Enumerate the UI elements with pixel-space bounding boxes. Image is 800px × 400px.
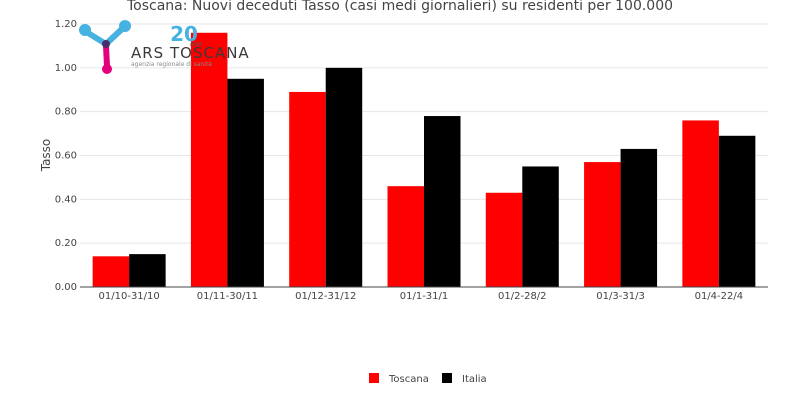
- x-tick-label: 01/2-28/2: [498, 291, 547, 302]
- logo-subtitle: agenzia regionale di sanità: [131, 61, 212, 68]
- y-tick-label: 0.00: [55, 282, 77, 293]
- y-tick-label: 0.80: [55, 107, 77, 118]
- legend: Toscana Italia: [369, 373, 487, 385]
- legend-label-italia: Italia: [462, 374, 487, 385]
- x-tick-label: 01/11-30/11: [197, 291, 258, 302]
- legend-label-toscana: Toscana: [388, 374, 429, 385]
- logo-mark-icon: [79, 20, 131, 74]
- ars-toscana-logo: 20 ANNI ARS TOSCANA agenzia regionale di…: [79, 20, 250, 74]
- bar-italia-6: [718, 135, 756, 287]
- legend-swatch-italia: [442, 373, 452, 383]
- x-tick-label: 01/3-31/3: [596, 291, 645, 302]
- bars-group: [92, 32, 756, 288]
- bar-toscana-6: [682, 120, 719, 287]
- bar-toscana-2: [289, 91, 326, 287]
- bar-italia-4: [522, 166, 559, 287]
- bar-toscana-3: [387, 186, 424, 287]
- x-tick-label: 01/12-31/12: [295, 291, 356, 302]
- y-tick-label: 1.00: [55, 63, 77, 74]
- bar-italia-5: [620, 148, 658, 287]
- logo-brand: ARS TOSCANA: [131, 44, 250, 62]
- y-axis-label: Tasso: [39, 139, 53, 173]
- logo-anni: ANNI: [190, 42, 202, 48]
- bar-toscana-5: [584, 162, 621, 287]
- bar-toscana-1: [190, 32, 228, 288]
- bar-italia-0: [129, 254, 166, 287]
- logo-number: 20: [170, 22, 198, 46]
- bar-italia-3: [424, 116, 461, 287]
- y-tick-label: 0.20: [55, 238, 77, 249]
- x-tick-label: 01/1-31/1: [400, 291, 449, 302]
- chart-title: Toscana: Nuovi deceduti Tasso (casi medi…: [126, 0, 673, 14]
- bar-italia-1: [227, 78, 264, 288]
- bar-toscana-0: [92, 256, 130, 287]
- x-axis-ticks: 01/10-31/10 01/11-30/11 01/12-31/12 01/1-31…: [99, 291, 744, 302]
- y-tick-label: 1.20: [55, 19, 77, 30]
- y-tick-label: 0.60: [55, 151, 77, 162]
- y-tick-label: 0.40: [55, 194, 77, 205]
- x-tick-label: 01/10-31/10: [99, 291, 160, 302]
- bar-toscana-4: [485, 192, 523, 287]
- legend-swatch-toscana: [369, 373, 379, 383]
- x-tick-label: 01/4-22/4: [695, 291, 744, 302]
- y-axis-ticks: 0.00 0.20 0.40 0.60 0.80 1.00 1.20: [55, 19, 77, 293]
- bar-italia-2: [325, 67, 363, 287]
